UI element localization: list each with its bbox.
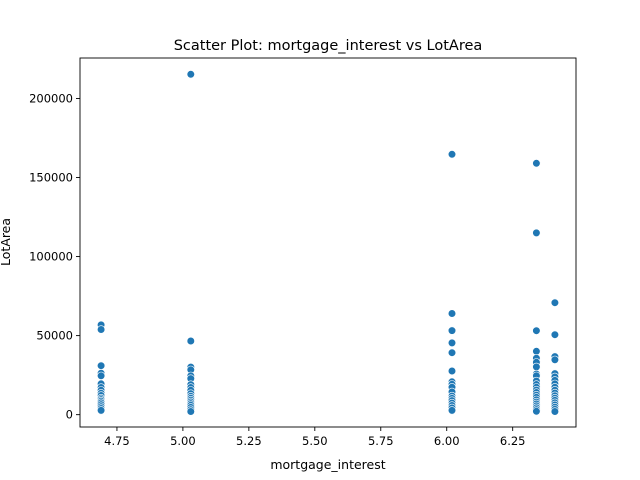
- data-point: [186, 70, 195, 79]
- x-tick-label: 5.25: [236, 434, 262, 448]
- y-tick-label: 150000: [29, 171, 73, 185]
- y-axis: 0 50000 100000 150000 200000: [29, 91, 80, 422]
- y-tick-label: 50000: [36, 329, 73, 343]
- data-point: [447, 406, 457, 415]
- data-point: [447, 309, 457, 318]
- data-point: [186, 336, 195, 346]
- y-tick-label: 0: [66, 408, 73, 422]
- data-point: [550, 298, 560, 307]
- data-point: [532, 228, 541, 237]
- data-point: [186, 407, 195, 416]
- data-point: [447, 348, 457, 357]
- data-point: [532, 362, 541, 372]
- data-point: [447, 366, 457, 376]
- data-point: [96, 406, 106, 415]
- plot-background: [80, 58, 576, 427]
- data-point: [550, 330, 560, 339]
- x-tick-label: 5.50: [302, 434, 328, 448]
- x-axis: 4.75 5.00 5.25 5.50 5.75 6.00 6.25: [104, 427, 525, 448]
- data-point: [532, 326, 541, 335]
- x-tick-label: 6.00: [434, 434, 460, 448]
- plot-area: [80, 58, 576, 427]
- data-point: [550, 355, 560, 364]
- data-point: [550, 407, 560, 416]
- data-point: [447, 150, 457, 159]
- x-tick-label: 5.00: [170, 434, 196, 448]
- data-point: [447, 338, 457, 348]
- data-point: [532, 407, 541, 416]
- y-axis-label: LotArea: [0, 218, 13, 266]
- data-points: [96, 70, 560, 416]
- data-point: [532, 159, 541, 168]
- data-point: [532, 347, 541, 356]
- data-point: [96, 361, 106, 370]
- x-tick-label: 6.25: [500, 434, 526, 448]
- x-axis-label: mortgage_interest: [270, 457, 385, 472]
- data-point: [96, 371, 106, 380]
- x-tick-label: 4.75: [104, 434, 130, 448]
- chart-title: Scatter Plot: mortgage_interest vs LotAr…: [174, 38, 483, 54]
- x-tick-label: 5.75: [368, 434, 394, 448]
- y-tick-label: 100000: [29, 250, 73, 264]
- data-point: [447, 326, 457, 335]
- plot-frame: [79, 57, 577, 428]
- y-tick-label: 200000: [29, 91, 73, 105]
- data-point: [96, 325, 106, 334]
